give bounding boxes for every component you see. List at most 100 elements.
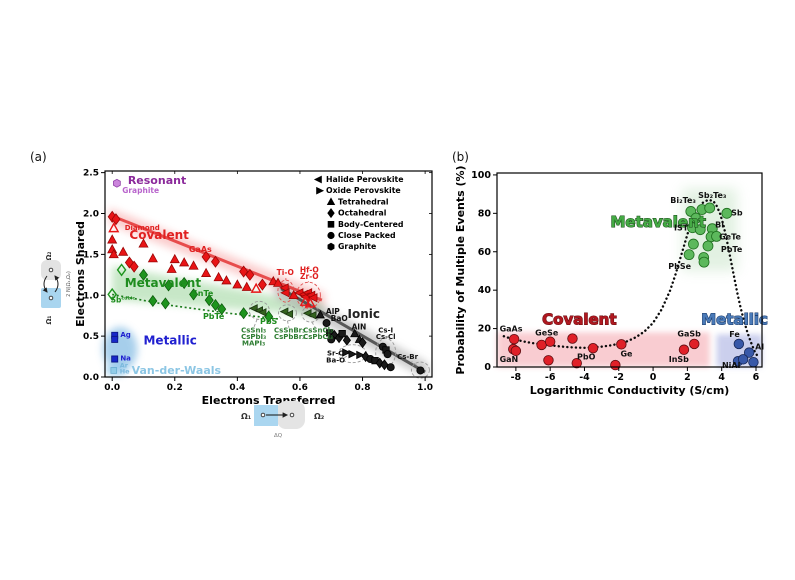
annotation-text: 1.5	[83, 250, 99, 260]
annotation-text: CsPbBr₃	[274, 333, 305, 341]
covalent-point	[272, 277, 284, 287]
omega2-label: Ω₂	[45, 251, 53, 260]
annotation-text: Body-Centered	[338, 220, 404, 229]
annotation-text: InSb	[669, 355, 689, 364]
metavalent-point	[138, 268, 148, 281]
annotation-text: Diamond	[125, 224, 160, 232]
points-layer	[107, 178, 425, 375]
metavalent-point	[179, 276, 189, 290]
annotation-text: 1.0	[83, 291, 99, 301]
hexagon-legend-icon	[327, 242, 335, 251]
annotation-text: GaAs	[189, 245, 212, 254]
triangle-up-legend-icon	[326, 197, 336, 206]
annotation-text: 0	[484, 362, 491, 373]
annotation-text: GaAs	[500, 324, 523, 333]
covalent-point	[543, 355, 554, 366]
metavalent-point	[116, 263, 127, 277]
y-axis-label: Electrons Shared	[74, 221, 87, 327]
annotation-text: Covalent	[129, 228, 189, 242]
annotation-text: AlP	[326, 307, 340, 316]
annotation-text: 0.8	[355, 383, 371, 393]
annotation-text: 0.5	[83, 332, 99, 342]
annotation-text: Hf-O	[300, 265, 319, 274]
annotation-text: 2.5	[83, 169, 99, 179]
ionic-point	[348, 349, 358, 359]
metavalent-point	[702, 240, 714, 252]
metallic-point	[743, 347, 755, 358]
annotation-text: SnTe	[192, 289, 214, 298]
probability-trend	[502, 198, 759, 358]
annotation-text: 60	[478, 247, 492, 258]
trend-lines-layer	[502, 198, 759, 358]
legend: Halide Perovskite Oxide Perovskite Tetrahe…	[313, 175, 404, 251]
metallic-point	[733, 338, 745, 350]
annotation-text: Ionic	[348, 307, 380, 321]
panel-a-label: (a)	[30, 150, 47, 164]
ionic-point	[416, 366, 425, 375]
annotation-text: Sb	[731, 208, 743, 217]
covalent-point	[288, 289, 299, 300]
annotation-text: 0.6	[292, 383, 308, 393]
covalent-point	[544, 336, 556, 347]
covalent-point	[107, 234, 118, 244]
metavalent-point	[687, 238, 699, 250]
covalent-point	[129, 260, 139, 273]
annotation-text: CsPbI₃	[241, 333, 266, 341]
annotation-text: PbO	[577, 352, 596, 361]
annotation-text: Metallic	[143, 333, 196, 347]
annotation-text: He	[120, 368, 130, 376]
covalent-point	[299, 295, 311, 306]
annotation-text: Ti-O	[277, 268, 294, 277]
metavalent-point	[721, 207, 733, 219]
covalent-point	[124, 256, 134, 269]
covalent-point	[678, 344, 690, 355]
annotation-text: Cs-I	[378, 326, 393, 334]
annotation-text: PbTe	[203, 312, 225, 321]
covalent-point	[232, 279, 243, 289]
covalent-point	[108, 248, 119, 259]
triangle-left-legend-icon	[313, 175, 322, 184]
ionic-point	[342, 348, 351, 357]
ionic-point	[350, 328, 360, 338]
covalent-point	[245, 268, 255, 281]
electron-dot	[289, 412, 295, 418]
annotation-text: Bi	[715, 221, 724, 230]
delta-q-label: ΔQ	[274, 433, 283, 439]
covalent-point	[179, 257, 190, 267]
annotation-text: Na	[120, 355, 131, 363]
CsSnCl3-connector	[311, 321, 316, 329]
metallic-point	[111, 335, 119, 343]
ionic-point	[342, 334, 351, 346]
annotation-text: Cs-Br	[397, 353, 419, 361]
annotation-text: Van-der-Waals	[132, 364, 222, 377]
omega1-label: Ω₁	[45, 315, 53, 324]
covalent-point	[111, 213, 121, 226]
metavalent-point	[217, 303, 227, 316]
annotation-text: Close Packed	[338, 231, 396, 240]
annotation-text: PbTe	[721, 245, 743, 254]
covalent-point	[210, 255, 220, 268]
CsI-CsCl-outline	[375, 338, 397, 367]
HfO-ZrO-outline	[295, 281, 321, 309]
metallic-point	[737, 354, 749, 365]
annotation-text: GeSe	[535, 328, 559, 337]
annotation-text: Sr-O	[327, 350, 344, 358]
diamond-legend-icon	[327, 208, 335, 219]
annotation-text: 4	[718, 372, 725, 383]
electron-dot	[48, 267, 54, 273]
metallic-point	[748, 356, 759, 368]
annotation-text: BaO	[331, 314, 348, 323]
SrO-BaO-connector	[342, 355, 348, 359]
metavalent-point	[189, 288, 199, 301]
metavalent-point	[704, 202, 716, 214]
annotation-text: 0.2	[167, 383, 183, 393]
annotation-text: Covalent	[542, 311, 616, 329]
ionic-trend	[280, 287, 426, 374]
resonant-point	[113, 178, 121, 188]
annotation-text: AlN	[352, 323, 367, 332]
annotation-text: IST	[674, 224, 689, 233]
halide-perovskite-green-point	[284, 309, 294, 319]
